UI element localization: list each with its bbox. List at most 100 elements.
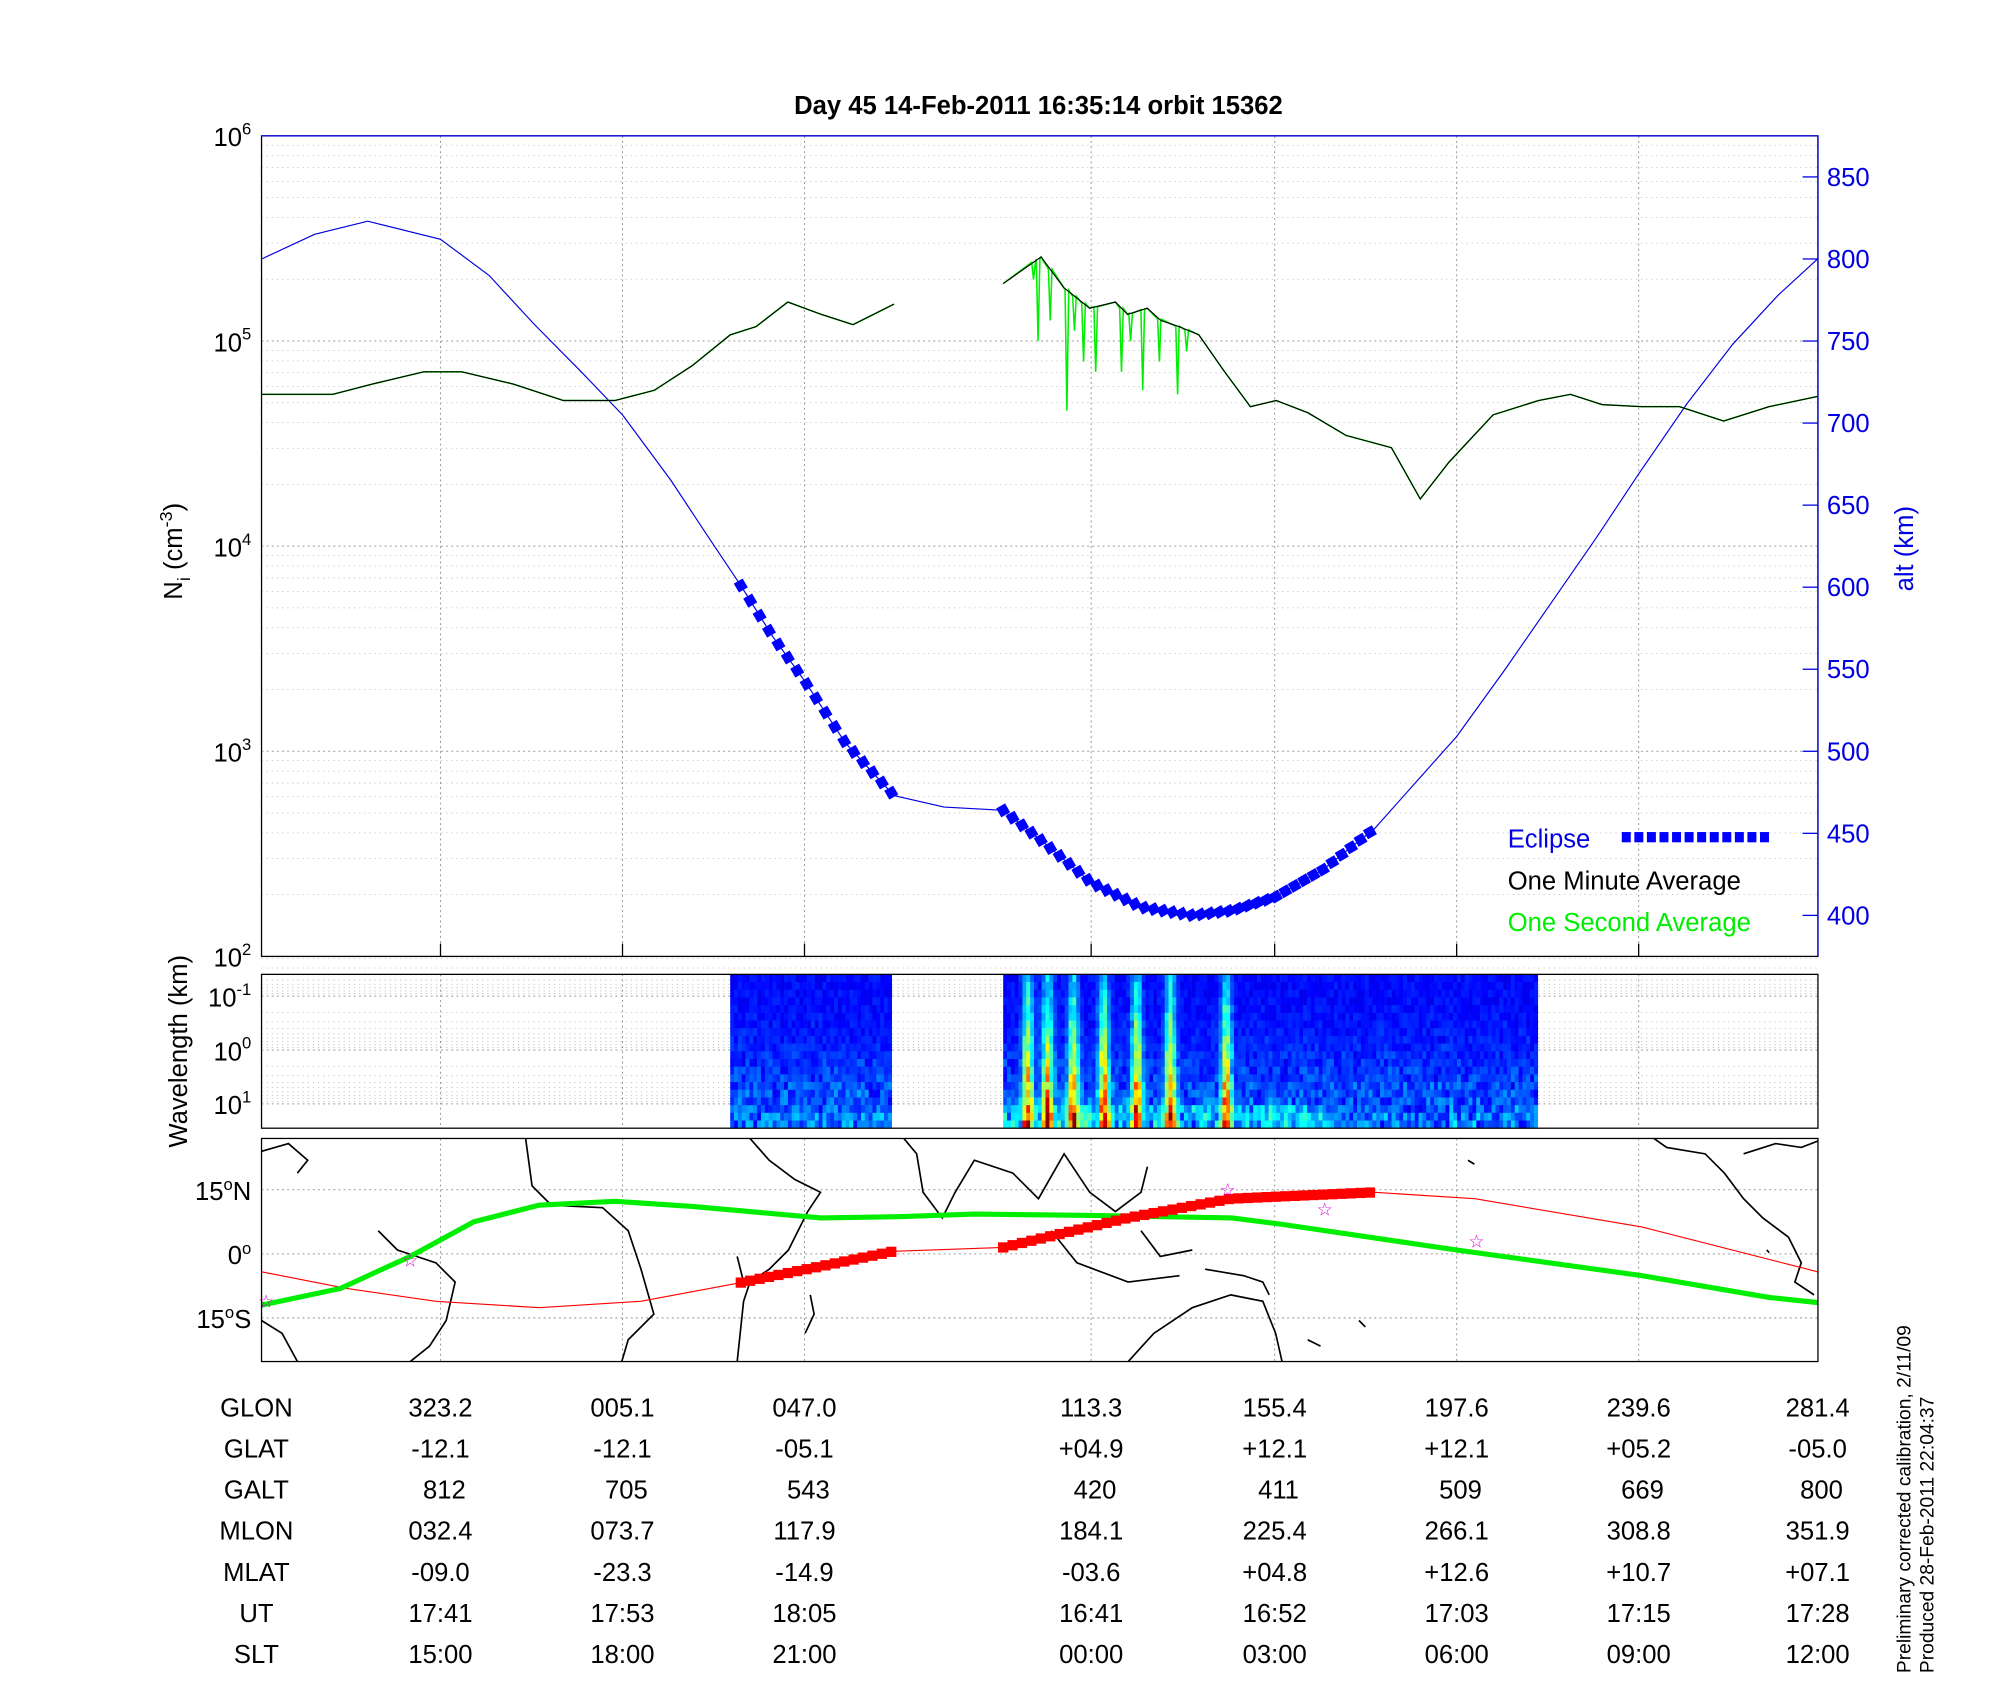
spectrogram-cell xyxy=(1457,1089,1462,1098)
spectrogram-cell xyxy=(1530,1058,1535,1068)
spectrogram-cell xyxy=(1218,1066,1223,1075)
spectrogram-cell xyxy=(1141,1043,1146,1052)
table-cell: +12.1 xyxy=(1424,1436,1489,1464)
spectrogram-cell xyxy=(814,1120,819,1129)
spectrogram-cell xyxy=(1018,1043,1023,1052)
spectrogram-cell xyxy=(776,1112,781,1121)
eclipse-track-marker xyxy=(810,1262,822,1273)
eclipse-track-marker xyxy=(1195,1199,1206,1210)
spectrogram-cell xyxy=(1110,1051,1115,1060)
spectrogram-cell xyxy=(1368,989,1373,998)
spectrogram-cell xyxy=(1207,1097,1212,1106)
spectrogram-cell xyxy=(1022,1066,1027,1075)
spectrogram-cell xyxy=(1295,1020,1300,1029)
spectrogram-cell xyxy=(1222,1028,1227,1037)
star-icon: ☆ xyxy=(1317,1199,1333,1219)
spectrogram-cell xyxy=(1268,1051,1273,1060)
spectrogram-cell xyxy=(1303,1035,1308,1044)
spectrogram-cell xyxy=(1210,989,1215,998)
table-row: UT 17:41 17:53 18:05 16:41 16:52 17:03 17:15 17:… xyxy=(239,1600,1849,1628)
spectrogram-cell xyxy=(741,1074,746,1083)
spectrogram-cell xyxy=(737,1105,742,1114)
spectrogram-cell xyxy=(1407,1105,1412,1114)
spectrogram-cell xyxy=(1141,974,1146,983)
spectrogram-cell xyxy=(1122,1035,1127,1044)
plot-title: Day 45 14-Feb-2011 16:35:14 orbit 15362 xyxy=(794,92,1283,120)
spectrogram-cell xyxy=(1453,1043,1458,1052)
spectrogram-cell xyxy=(1368,1105,1373,1114)
spectrogram-cell xyxy=(1522,1112,1527,1121)
spectrogram-cell xyxy=(1241,1051,1246,1060)
spectrogram-cell xyxy=(1276,1051,1281,1060)
spectrogram-cell xyxy=(1472,1112,1477,1121)
eclipse-marker xyxy=(1334,847,1349,862)
spectrogram-cell xyxy=(1010,1074,1015,1083)
spectrogram-cell xyxy=(787,1012,792,1021)
spectrogram-cell xyxy=(1195,974,1200,983)
spectrogram-cell xyxy=(1168,1082,1173,1091)
spectrogram-cell xyxy=(1118,1082,1123,1091)
spectrogram-cell xyxy=(749,974,754,983)
spectrogram-cell xyxy=(1295,1058,1300,1068)
spectrogram-cell xyxy=(1172,1051,1177,1060)
row-label: MLAT xyxy=(223,1559,290,1587)
spectrogram-cell xyxy=(1460,974,1465,983)
spectrogram-cell xyxy=(1022,982,1027,991)
spectrogram-cell xyxy=(1210,1058,1215,1068)
spectrogram-cell xyxy=(1230,1105,1235,1114)
spectrogram-cell xyxy=(1076,1043,1081,1052)
spectrogram-cell xyxy=(845,982,850,991)
spectrogram-cell xyxy=(1053,1082,1058,1091)
spectrogram-cell xyxy=(1141,1035,1146,1044)
spectrogram-cell xyxy=(1087,1082,1092,1091)
spectrogram-cell xyxy=(1207,1074,1212,1083)
spectrogram-cell xyxy=(1072,1012,1077,1021)
spectrogram-cell xyxy=(1145,1020,1150,1029)
spectrogram-cell xyxy=(730,1112,735,1121)
spectrogram-cell xyxy=(1072,1089,1077,1098)
eclipse-marker xyxy=(1344,840,1359,855)
spectrogram-cell xyxy=(864,1043,869,1052)
spectrogram-cell xyxy=(884,1066,889,1075)
spectrogram-cell xyxy=(1368,1005,1373,1014)
spectrogram-cell xyxy=(880,1097,885,1106)
spectrogram-cell xyxy=(1026,1066,1031,1075)
spectrogram-cell xyxy=(1395,1051,1400,1060)
spectrogram-cell xyxy=(1110,1012,1115,1021)
spectrogram-cell xyxy=(830,1120,835,1129)
spectrogram-cell xyxy=(1322,1028,1327,1037)
spectrogram-cell xyxy=(1226,1074,1231,1083)
spectrogram-cell xyxy=(1395,1020,1400,1029)
spectrogram-cell xyxy=(1033,1112,1039,1121)
spectrogram-cell xyxy=(1130,1089,1135,1098)
spectrogram-cell xyxy=(1380,1089,1385,1098)
spectrogram-cell xyxy=(1003,1112,1008,1121)
star-icon: ☆ xyxy=(402,1251,418,1271)
table-cell: 117.9 xyxy=(773,1518,835,1546)
table-cell: 197.6 xyxy=(1425,1395,1489,1423)
spectrogram-cell xyxy=(1453,974,1458,983)
spectrogram-cell xyxy=(1376,1043,1381,1052)
spectrogram-cell xyxy=(1480,1120,1485,1129)
spectrogram-cell xyxy=(1091,982,1096,991)
spectrogram-cell xyxy=(826,1020,831,1029)
spectrogram-cell xyxy=(1357,1043,1362,1052)
spectrogram-cell xyxy=(1114,1112,1119,1121)
spectrogram-cell xyxy=(1053,982,1058,991)
spectrogram-cell xyxy=(872,1066,877,1075)
spectrogram-cell xyxy=(1476,1058,1481,1068)
spectrogram-cell xyxy=(1064,1082,1069,1091)
spectrogram-cell xyxy=(757,1051,762,1060)
table-cell: 155.4 xyxy=(1243,1395,1307,1423)
spectrogram-cell xyxy=(1007,1043,1012,1052)
spectrogram-cell xyxy=(1149,1012,1154,1021)
spectrogram-cell xyxy=(1057,1120,1062,1129)
spectrogram-cell xyxy=(1299,1112,1304,1121)
spectrogram-cell xyxy=(753,1028,758,1037)
spectrogram-cell xyxy=(1180,1074,1185,1083)
spectrogram-cell xyxy=(1157,1112,1162,1121)
spectrogram-cell xyxy=(1199,1043,1204,1052)
spectrogram-cell xyxy=(1114,1035,1119,1044)
spectrogram-cell xyxy=(803,1035,808,1044)
spectrogram-cell xyxy=(1391,1105,1396,1114)
